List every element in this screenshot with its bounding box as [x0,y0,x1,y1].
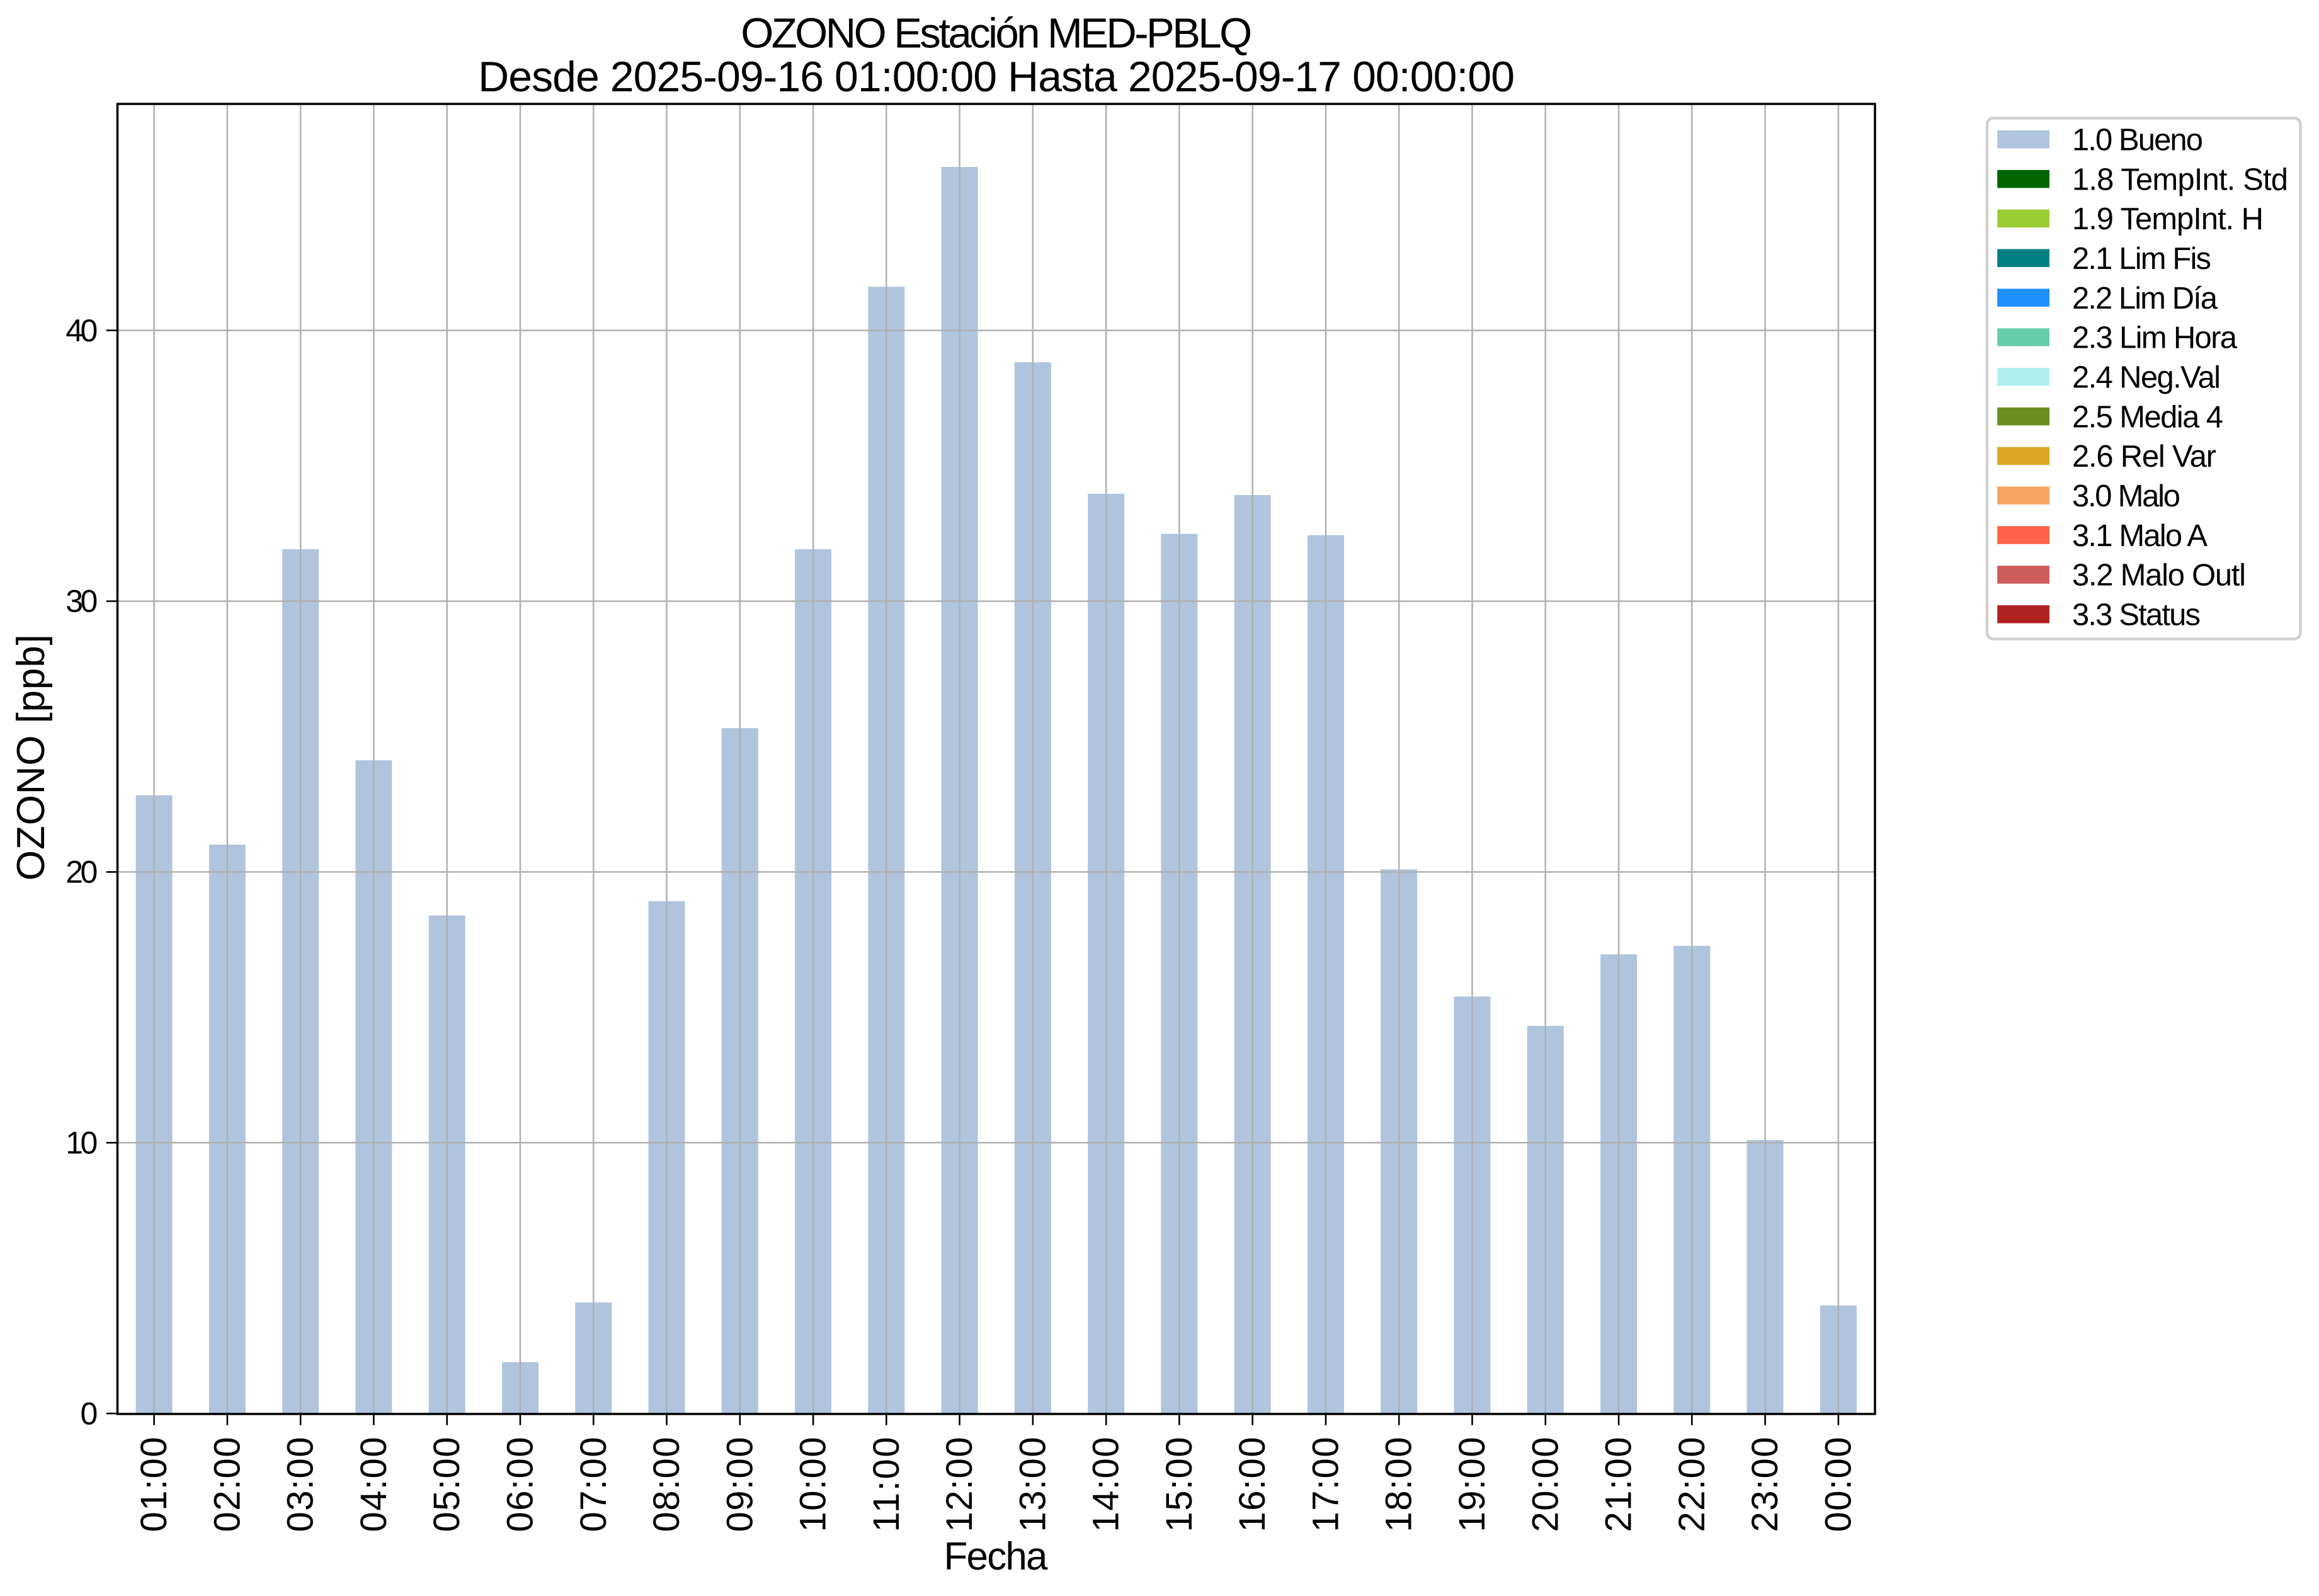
svg-text:18:00: 18:00 [1379,1437,1420,1532]
svg-text:30: 30 [66,584,98,619]
svg-text:40: 40 [66,313,98,348]
svg-text:2.2 Lim Día: 2.2 Lim Día [2072,282,2218,316]
svg-text:22:00: 22:00 [1672,1437,1712,1532]
svg-text:05:00: 05:00 [426,1437,467,1532]
svg-text:17:00: 17:00 [1306,1437,1347,1532]
svg-text:23:00: 23:00 [1745,1437,1786,1532]
svg-text:02:00: 02:00 [207,1437,248,1532]
svg-text:15:00: 15:00 [1159,1437,1200,1532]
svg-text:13:00: 13:00 [1012,1437,1053,1532]
svg-text:Desde 2025-09-16 01:00:00 Hast: Desde 2025-09-16 01:00:00 Hasta 2025-09-… [478,53,1515,101]
svg-text:06:00: 06:00 [500,1437,541,1532]
svg-text:12:00: 12:00 [939,1437,980,1532]
svg-text:Fecha: Fecha [944,1535,1049,1578]
svg-text:04:00: 04:00 [353,1437,394,1532]
svg-text:1.9 TempInt. H: 1.9 TempInt. H [2072,202,2264,236]
svg-text:08:00: 08:00 [646,1437,687,1532]
svg-text:07:00: 07:00 [573,1437,614,1532]
svg-text:00:00: 00:00 [1818,1437,1859,1532]
svg-text:16:00: 16:00 [1232,1437,1273,1532]
svg-text:3.1 Malo A: 3.1 Malo A [2072,519,2208,553]
svg-text:14:00: 14:00 [1086,1437,1127,1532]
svg-text:OZONO Estación MED-PBLQ: OZONO Estación MED-PBLQ [741,10,1252,57]
svg-text:20:00: 20:00 [1525,1437,1566,1532]
svg-text:21:00: 21:00 [1598,1437,1639,1532]
svg-text:19:00: 19:00 [1452,1437,1493,1532]
svg-text:3.0 Malo: 3.0 Malo [2072,479,2180,513]
svg-text:3.2 Malo Outl: 3.2 Malo Outl [2072,559,2246,593]
svg-text:2.3 Lim Hora: 2.3 Lim Hora [2072,321,2238,355]
svg-text:2.4 Neg.Val: 2.4 Neg.Val [2072,361,2221,395]
svg-text:1.0 Bueno: 1.0 Bueno [2072,123,2203,157]
svg-text:0: 0 [80,1396,98,1431]
svg-text:01:00: 01:00 [134,1437,174,1532]
svg-text:11:00: 11:00 [866,1437,907,1532]
svg-text:10: 10 [66,1126,98,1161]
svg-text:2.1 Lim Fis: 2.1 Lim Fis [2072,242,2211,276]
svg-text:10:00: 10:00 [793,1437,834,1532]
svg-text:20: 20 [66,855,98,890]
svg-text:2.6 Rel Var: 2.6 Rel Var [2072,440,2216,474]
svg-text:OZONO [ppb]: OZONO [ppb] [9,634,53,881]
svg-text:3.3 Status: 3.3 Status [2072,598,2201,632]
svg-text:03:00: 03:00 [280,1437,321,1532]
svg-text:09:00: 09:00 [719,1437,760,1532]
svg-text:1.8 TempInt. Std: 1.8 TempInt. Std [2072,162,2288,197]
svg-text:2.5 Media 4: 2.5 Media 4 [2072,400,2223,434]
